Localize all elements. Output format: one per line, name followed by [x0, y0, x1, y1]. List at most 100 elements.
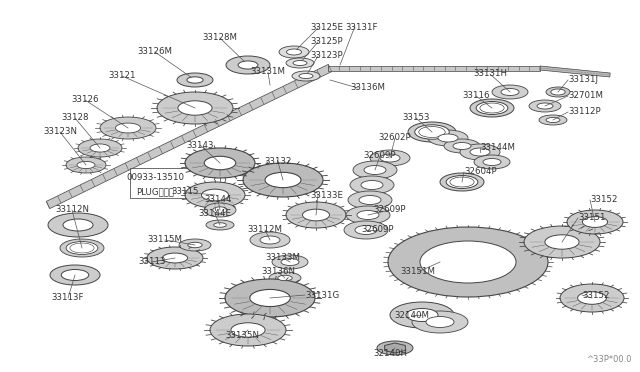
- Text: 33115: 33115: [172, 187, 199, 196]
- Ellipse shape: [364, 166, 386, 174]
- Text: ^33P*00.0: ^33P*00.0: [586, 355, 632, 364]
- Ellipse shape: [50, 265, 100, 285]
- Ellipse shape: [48, 213, 108, 237]
- Text: 33126M: 33126M: [138, 48, 173, 57]
- Text: 32609P: 32609P: [364, 151, 396, 160]
- Ellipse shape: [60, 239, 104, 257]
- Ellipse shape: [225, 279, 315, 317]
- Text: 32604P: 32604P: [464, 167, 497, 176]
- Ellipse shape: [286, 202, 346, 228]
- Ellipse shape: [412, 311, 468, 333]
- Ellipse shape: [377, 341, 413, 355]
- Text: 32140M: 32140M: [394, 311, 429, 321]
- Ellipse shape: [470, 99, 514, 117]
- Ellipse shape: [115, 123, 141, 133]
- Ellipse shape: [406, 308, 438, 321]
- Ellipse shape: [177, 73, 213, 87]
- Ellipse shape: [388, 345, 402, 351]
- Ellipse shape: [359, 196, 381, 205]
- Ellipse shape: [286, 58, 314, 68]
- Text: 33131J: 33131J: [568, 76, 598, 84]
- Text: 33125P: 33125P: [310, 38, 342, 46]
- Ellipse shape: [90, 144, 110, 152]
- Text: 33131F: 33131F: [345, 23, 378, 32]
- Ellipse shape: [61, 269, 89, 280]
- Ellipse shape: [408, 122, 456, 142]
- Ellipse shape: [546, 87, 570, 97]
- Text: 33112M: 33112M: [248, 225, 282, 234]
- Ellipse shape: [265, 172, 301, 187]
- Ellipse shape: [344, 221, 388, 239]
- Ellipse shape: [474, 155, 510, 169]
- Ellipse shape: [578, 292, 607, 304]
- Ellipse shape: [70, 243, 94, 253]
- Bar: [130, 168, 220, 198]
- Ellipse shape: [272, 255, 308, 269]
- Ellipse shape: [529, 100, 561, 112]
- Text: 33116: 33116: [462, 92, 490, 100]
- Ellipse shape: [350, 176, 394, 194]
- Ellipse shape: [357, 211, 379, 219]
- Text: 33135N: 33135N: [225, 330, 259, 340]
- Ellipse shape: [212, 207, 227, 213]
- Ellipse shape: [281, 259, 299, 266]
- Text: 33125E: 33125E: [310, 23, 343, 32]
- Ellipse shape: [202, 189, 228, 201]
- Text: 33128M: 33128M: [202, 33, 237, 42]
- Text: 33144E: 33144E: [198, 209, 232, 218]
- Ellipse shape: [187, 77, 203, 83]
- Ellipse shape: [293, 61, 307, 65]
- Ellipse shape: [524, 226, 600, 258]
- Ellipse shape: [355, 225, 377, 234]
- Ellipse shape: [100, 117, 156, 139]
- Ellipse shape: [450, 177, 474, 187]
- Text: 33153: 33153: [403, 113, 429, 122]
- Ellipse shape: [178, 101, 212, 115]
- Ellipse shape: [426, 317, 454, 327]
- Ellipse shape: [480, 103, 504, 113]
- Ellipse shape: [204, 203, 236, 217]
- Ellipse shape: [179, 239, 211, 251]
- Ellipse shape: [147, 247, 203, 269]
- Ellipse shape: [348, 191, 392, 209]
- Ellipse shape: [250, 232, 290, 248]
- Ellipse shape: [545, 235, 579, 249]
- Ellipse shape: [361, 180, 383, 189]
- Ellipse shape: [66, 157, 106, 173]
- Text: 33143: 33143: [186, 141, 214, 150]
- Ellipse shape: [444, 139, 480, 153]
- Ellipse shape: [269, 272, 301, 284]
- Text: 33115M: 33115M: [147, 235, 182, 244]
- Ellipse shape: [204, 156, 236, 170]
- Ellipse shape: [567, 210, 623, 234]
- Polygon shape: [385, 343, 405, 353]
- Polygon shape: [46, 64, 332, 209]
- Text: 00933-13510: 00933-13510: [126, 173, 184, 183]
- Ellipse shape: [157, 92, 233, 124]
- Ellipse shape: [243, 163, 323, 197]
- Ellipse shape: [415, 125, 449, 139]
- Ellipse shape: [428, 130, 468, 146]
- Text: 33133E: 33133E: [310, 190, 343, 199]
- Text: 32609P: 32609P: [374, 205, 406, 215]
- Ellipse shape: [78, 139, 122, 157]
- Ellipse shape: [420, 241, 516, 283]
- Ellipse shape: [231, 323, 265, 337]
- Ellipse shape: [278, 275, 292, 281]
- Ellipse shape: [163, 253, 188, 263]
- Text: 33121: 33121: [108, 71, 136, 80]
- Text: 33136N: 33136N: [261, 267, 295, 276]
- Ellipse shape: [238, 61, 258, 69]
- Ellipse shape: [453, 142, 471, 150]
- Ellipse shape: [446, 176, 478, 189]
- Text: 33112N: 33112N: [55, 205, 89, 215]
- Text: 33123P: 33123P: [310, 51, 342, 61]
- Ellipse shape: [476, 102, 508, 115]
- Text: 33144M: 33144M: [480, 144, 515, 153]
- Ellipse shape: [501, 89, 519, 96]
- Text: 33123N: 33123N: [43, 128, 77, 137]
- Text: 33152: 33152: [590, 196, 618, 205]
- Ellipse shape: [419, 126, 445, 138]
- Ellipse shape: [537, 103, 553, 109]
- Text: 33131G: 33131G: [305, 291, 339, 299]
